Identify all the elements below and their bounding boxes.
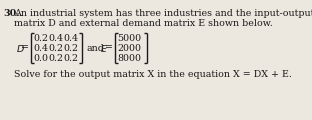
Text: 0.4: 0.4 [33, 44, 48, 53]
Text: 0.2: 0.2 [63, 44, 78, 53]
Text: 0.0: 0.0 [33, 54, 48, 63]
Text: =: = [105, 44, 113, 53]
Text: 8000: 8000 [117, 54, 141, 63]
Text: 5000: 5000 [117, 34, 141, 43]
Text: 0.2: 0.2 [48, 54, 63, 63]
Text: 0.4: 0.4 [48, 34, 63, 43]
Text: 30.: 30. [4, 9, 20, 18]
Text: 0.2: 0.2 [63, 54, 78, 63]
Text: =: = [21, 44, 29, 53]
Text: Solve for the output matrix X in the equation X = DX + E.: Solve for the output matrix X in the equ… [14, 70, 292, 79]
Text: 0.2: 0.2 [33, 34, 48, 43]
Text: $E$: $E$ [100, 43, 108, 54]
Text: and: and [87, 44, 105, 53]
Text: An industrial system has three industries and the input-output: An industrial system has three industrie… [14, 9, 312, 18]
Text: 0.4: 0.4 [63, 34, 78, 43]
Text: matrix D and external demand matrix E shown below.: matrix D and external demand matrix E sh… [14, 19, 273, 28]
Text: 2000: 2000 [117, 44, 141, 53]
Text: 0.2: 0.2 [48, 44, 63, 53]
Text: $D$: $D$ [16, 43, 25, 54]
